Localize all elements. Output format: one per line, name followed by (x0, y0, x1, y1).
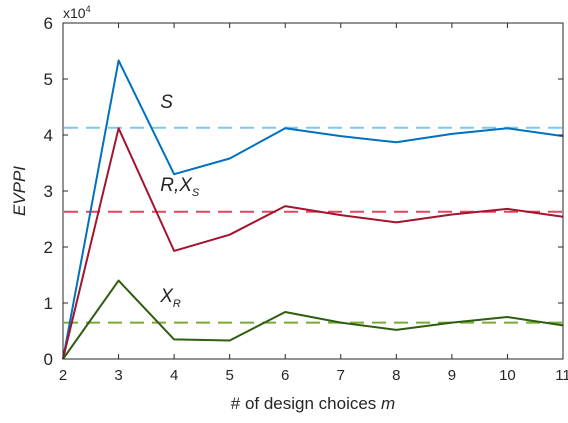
x-axis-label: # of design choices m (231, 394, 395, 413)
x-tick-label: 3 (114, 367, 122, 384)
x-tick-label: 4 (170, 367, 178, 384)
annotation-s: S (160, 92, 173, 113)
x-tick-label: 7 (337, 367, 345, 384)
y-tick-label: 4 (44, 126, 53, 145)
y-tick-label: 3 (44, 182, 53, 201)
x-tick-label: 8 (392, 367, 400, 384)
series-line-xr (62, 279, 564, 360)
x-tick-label: 5 (225, 367, 233, 384)
y-tick-label: 2 (44, 238, 53, 257)
x-tick-label: 9 (448, 367, 456, 384)
y-tick-label: 0 (44, 350, 53, 369)
annotation-xr: XR (159, 286, 181, 310)
series-line-s (62, 59, 564, 360)
reference-lines (64, 126, 562, 324)
x-tick-label: 2 (59, 367, 67, 384)
plot-frame (62, 22, 564, 360)
y-axis-ticks: 0 1 2 3 4 5 6 (44, 14, 563, 369)
x-tick-label: 11 (555, 367, 568, 384)
y-tick-label: 5 (44, 70, 53, 89)
x-tick-label: 10 (499, 367, 516, 384)
series-line-rxs (62, 127, 564, 360)
y-exponent-label: x104 (63, 4, 91, 21)
y-tick-label: 6 (44, 14, 53, 33)
series-lines (62, 59, 564, 360)
y-axis-label: EVPPI (10, 166, 29, 216)
series-annotations: S R,XS XR (159, 92, 200, 310)
y-tick-label: 1 (44, 294, 53, 313)
x-axis-ticks: 2 3 4 5 6 7 8 9 10 11 (59, 23, 568, 384)
x-tick-label: 6 (281, 367, 289, 384)
annotation-rxs: R,XS (160, 175, 200, 199)
